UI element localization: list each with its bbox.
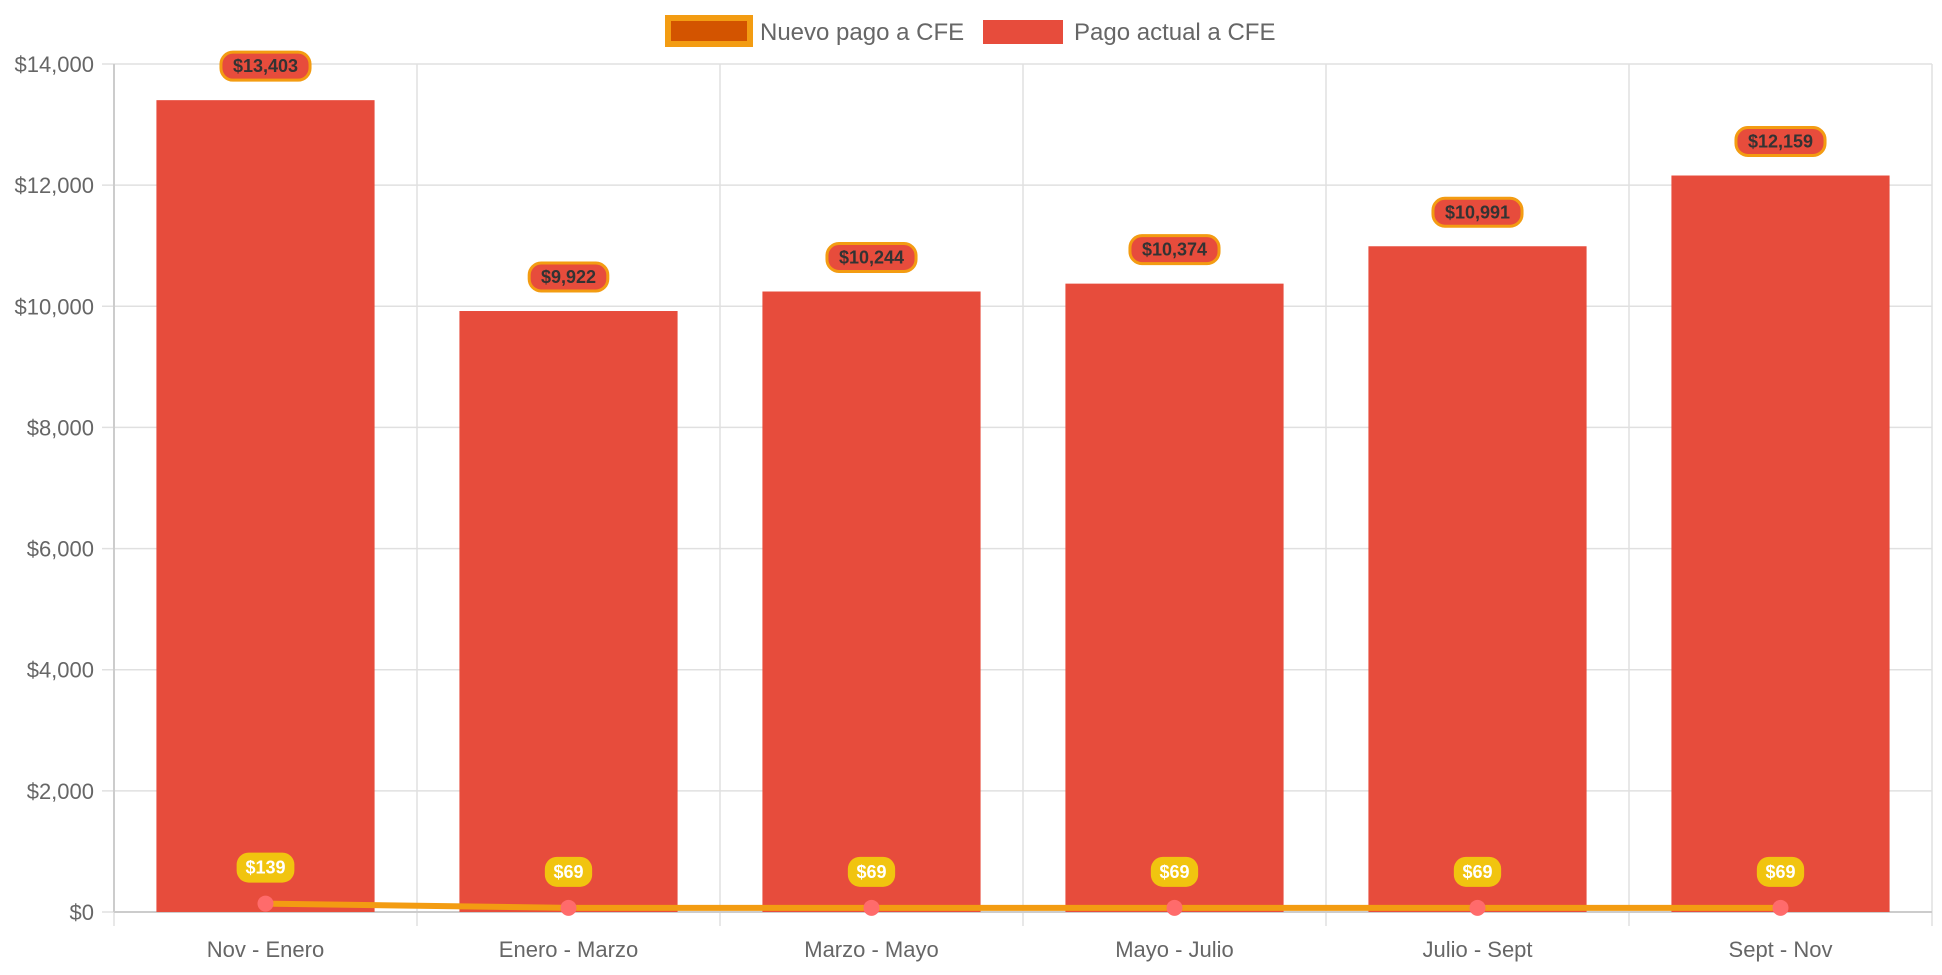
bar-value-text: $13,403 — [233, 56, 298, 76]
bar-value-badge — [1734, 126, 1827, 158]
bar-value-badge — [825, 242, 918, 274]
bar[interactable] — [762, 291, 981, 912]
data-labels: $13,403 $9,922 $10,244 $10,374 $10,991 $12,15… — [219, 50, 1827, 887]
bar[interactable] — [1671, 175, 1890, 913]
bar-value-label: $10,991 — [1431, 196, 1524, 228]
x-tick-label: Enero - Marzo — [499, 937, 638, 962]
line-value-badge — [236, 852, 295, 883]
grid — [102, 63, 1933, 926]
bar-value-badge — [527, 261, 610, 293]
line-value-badge — [544, 856, 593, 887]
line-point[interactable] — [1166, 899, 1183, 916]
legend-label-actual: Pago actual a CFE — [1074, 19, 1275, 46]
bar-value-text: $10,991 — [1445, 202, 1510, 222]
bar-value-text: $10,374 — [1142, 240, 1207, 260]
legend-item-actual[interactable]: Pago actual a CFE — [983, 19, 1275, 46]
bar-value-text: $12,159 — [1748, 132, 1813, 152]
x-tick-label: Julio - Sept — [1422, 937, 1532, 962]
line-value-text: $69 — [1159, 862, 1189, 882]
line-value-label: $69 — [1150, 856, 1199, 887]
line-value-label: $69 — [847, 856, 896, 887]
bars — [156, 100, 1890, 913]
line-point[interactable] — [560, 899, 577, 916]
legend-swatch-actual — [983, 20, 1063, 44]
line-value-badge — [1453, 856, 1502, 887]
line-point[interactable] — [1469, 899, 1486, 916]
y-tick-label: $12,000 — [14, 173, 94, 198]
legend-swatch-nuevo — [665, 15, 753, 47]
bar-value-text: $9,922 — [541, 267, 596, 287]
bar-value-label: $12,159 — [1734, 126, 1827, 158]
y-tick-label: $10,000 — [14, 294, 94, 319]
series-line-nuevo — [265, 900, 1781, 911]
axes: $0 $2,000 $4,000 $6,000 $8,000 $10,000 $12,000… — [14, 52, 1932, 962]
bar-value-badge — [1128, 234, 1221, 266]
bar-value-label: $10,374 — [1128, 234, 1221, 266]
y-tick-label: $0 — [70, 900, 94, 925]
bar[interactable] — [1368, 246, 1587, 913]
y-tick-label: $4,000 — [27, 658, 94, 683]
legend: Nuevo pago a CFE Pago actual a CFE — [665, 15, 1275, 47]
line-value-label: $139 — [236, 852, 295, 883]
line-value-text: $139 — [245, 858, 285, 878]
x-tick-label: Sept - Nov — [1729, 937, 1833, 962]
line-value-text: $69 — [1765, 862, 1795, 882]
line-value-badge — [1150, 856, 1199, 887]
bar[interactable] — [1065, 283, 1284, 913]
x-tick-label: Mayo - Julio — [1115, 937, 1234, 962]
bar-value-badge — [219, 50, 312, 82]
line-series — [257, 895, 1789, 916]
line-value-badge — [847, 856, 896, 887]
bar-value-badge — [1431, 196, 1524, 228]
line-value-text: $69 — [856, 862, 886, 882]
legend-label-nuevo: Nuevo pago a CFE — [760, 19, 964, 46]
bar[interactable] — [156, 100, 375, 913]
line-point[interactable] — [863, 899, 880, 916]
bar-value-label: $13,403 — [219, 50, 312, 82]
x-tick-label: Nov - Enero — [207, 937, 324, 962]
bar[interactable] — [459, 311, 678, 913]
y-tick-label: $8,000 — [27, 415, 94, 440]
line-value-label: $69 — [1756, 856, 1805, 887]
y-tick-label: $2,000 — [27, 779, 94, 804]
bar-value-text: $10,244 — [839, 248, 904, 268]
bar-value-label: $10,244 — [825, 242, 918, 274]
line-value-badge — [1756, 856, 1805, 887]
line-value-text: $69 — [1462, 862, 1492, 882]
line-value-label: $69 — [544, 856, 593, 887]
x-tick-label: Marzo - Mayo — [804, 937, 938, 962]
legend-item-nuevo[interactable]: Nuevo pago a CFE — [665, 15, 964, 47]
line-value-label: $69 — [1453, 856, 1502, 887]
y-tick-label: $6,000 — [27, 537, 94, 562]
line-point[interactable] — [257, 895, 274, 912]
line-value-text: $69 — [553, 862, 583, 882]
y-tick-label: $14,000 — [14, 52, 94, 77]
bar-value-label: $9,922 — [527, 261, 610, 293]
line-point[interactable] — [1772, 899, 1789, 916]
